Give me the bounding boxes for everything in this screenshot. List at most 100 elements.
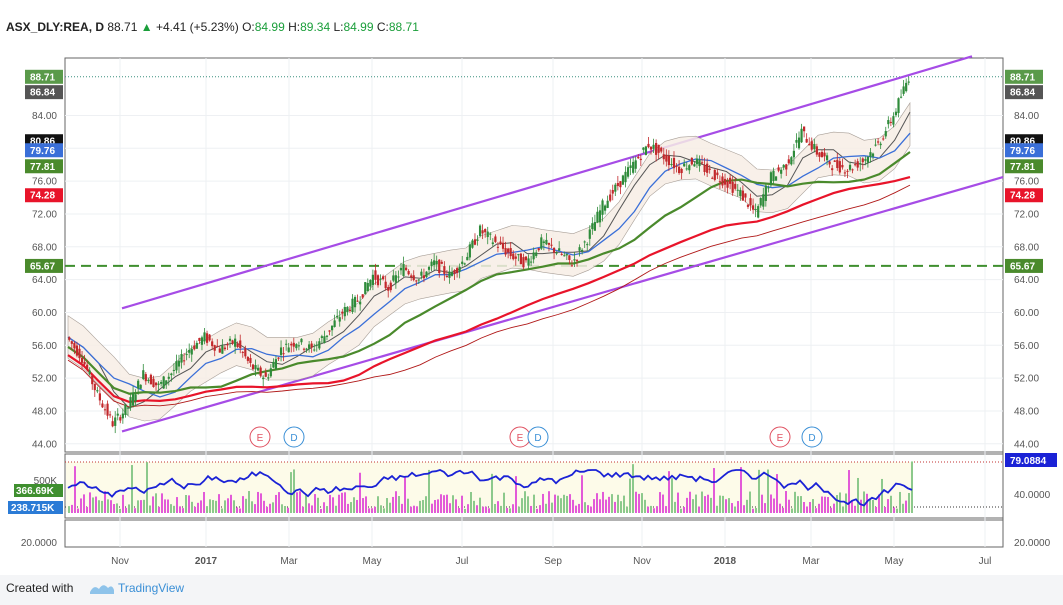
- volume-bar: [314, 494, 316, 513]
- candle-body: [655, 142, 658, 155]
- candle-body: [361, 294, 364, 298]
- volume-bar: [464, 508, 466, 513]
- candle-body: [874, 144, 877, 146]
- volume-bar: [617, 494, 619, 513]
- candle-body: [103, 409, 107, 411]
- volume-bar: [398, 496, 400, 513]
- volume-bar: [695, 494, 697, 513]
- volume-bar: [185, 495, 187, 513]
- volume-bar: [566, 495, 568, 513]
- candle-body: [256, 367, 260, 371]
- volume-bar: [479, 497, 481, 513]
- candle-body: [75, 345, 79, 356]
- volume-bar: [518, 506, 520, 513]
- volume-bar: [497, 501, 499, 513]
- volume-bar: [680, 508, 682, 513]
- candle-body: [359, 301, 362, 305]
- volume-bar: [311, 505, 313, 513]
- candle-body: [611, 189, 614, 194]
- candle-body: [859, 163, 862, 165]
- volume-ma-tag: [8, 501, 63, 514]
- price-tag-left: [25, 159, 63, 174]
- high-label: H:: [288, 20, 301, 34]
- candle-body: [142, 370, 145, 380]
- candle-body: [139, 384, 142, 389]
- candle-body: [353, 297, 357, 308]
- candle-body: [871, 153, 875, 157]
- x-tick: Sep: [544, 556, 562, 567]
- volume-bar: [689, 491, 691, 513]
- candle-body: [596, 211, 599, 223]
- sma-green-line: [67, 151, 911, 395]
- candle-body: [846, 170, 849, 172]
- candle-body: [795, 139, 798, 143]
- candle-body: [300, 338, 303, 343]
- candle-body: [83, 361, 86, 365]
- candle-body: [560, 253, 563, 255]
- channel-lower-line: [121, 175, 1004, 433]
- volume-bar: [581, 475, 583, 513]
- candle-body: [484, 229, 487, 233]
- candle-body: [818, 152, 821, 157]
- candle-body: [542, 241, 545, 243]
- volume-bar: [161, 493, 163, 513]
- x-tick: Jul: [979, 556, 992, 567]
- volume-bar: [407, 498, 409, 513]
- candle-body: [109, 414, 112, 416]
- volume-bar: [851, 500, 853, 513]
- candle-body: [259, 367, 262, 376]
- candle-body: [157, 383, 160, 385]
- candle-body: [302, 348, 306, 350]
- volume-bar: [902, 503, 904, 513]
- volume-bar: [752, 508, 754, 513]
- candle-body: [877, 141, 880, 143]
- tradingview-brand[interactable]: TradingView: [118, 581, 185, 595]
- volume-bar: [413, 505, 415, 513]
- volume-bar: [494, 503, 496, 513]
- volume-ma-tag-text: 238.715K: [11, 503, 55, 514]
- volume-bar: [269, 503, 271, 513]
- volume-bar: [143, 499, 145, 513]
- candle-body: [813, 143, 816, 150]
- candle-body: [899, 96, 903, 98]
- candle-body: [285, 343, 288, 345]
- candle-body: [716, 172, 719, 176]
- price-tag-left-text: 88.71: [30, 72, 55, 83]
- up-arrow-icon: ▲: [140, 20, 153, 34]
- candle-body: [565, 254, 568, 256]
- candle-body: [236, 343, 239, 347]
- volume-bar: [656, 506, 658, 513]
- candle-body: [632, 161, 635, 173]
- volume-bar: [338, 494, 340, 513]
- volume-bar: [140, 500, 142, 513]
- candle-body: [486, 231, 489, 238]
- volume-bar: [221, 508, 223, 513]
- volume-bar: [779, 503, 781, 513]
- candle-body: [573, 259, 576, 261]
- candle-body: [228, 338, 232, 341]
- candle-body: [126, 407, 130, 409]
- volume-bar: [827, 496, 829, 513]
- volume-bar: [590, 506, 592, 513]
- candle-body: [637, 156, 640, 159]
- price-tag-left-text: 86.84: [30, 88, 55, 99]
- candle-body: [864, 159, 867, 161]
- candle-body: [575, 259, 579, 261]
- candle-body: [670, 163, 673, 165]
- volume-bar: [86, 506, 88, 513]
- candle-body: [619, 181, 622, 188]
- volume-bar: [350, 502, 352, 513]
- volume-bar: [857, 477, 859, 513]
- candle-body: [496, 246, 500, 248]
- volume-bar: [593, 499, 595, 513]
- candle-body: [749, 198, 752, 206]
- volume-tag: [14, 484, 63, 497]
- volume-bar: [473, 500, 475, 513]
- volume-bar: [356, 499, 358, 513]
- volume-bar: [98, 500, 100, 513]
- volume-bar: [428, 469, 430, 513]
- candle-body: [494, 236, 497, 242]
- y-tick-left: 60.00: [32, 308, 57, 319]
- candle-body: [741, 190, 744, 201]
